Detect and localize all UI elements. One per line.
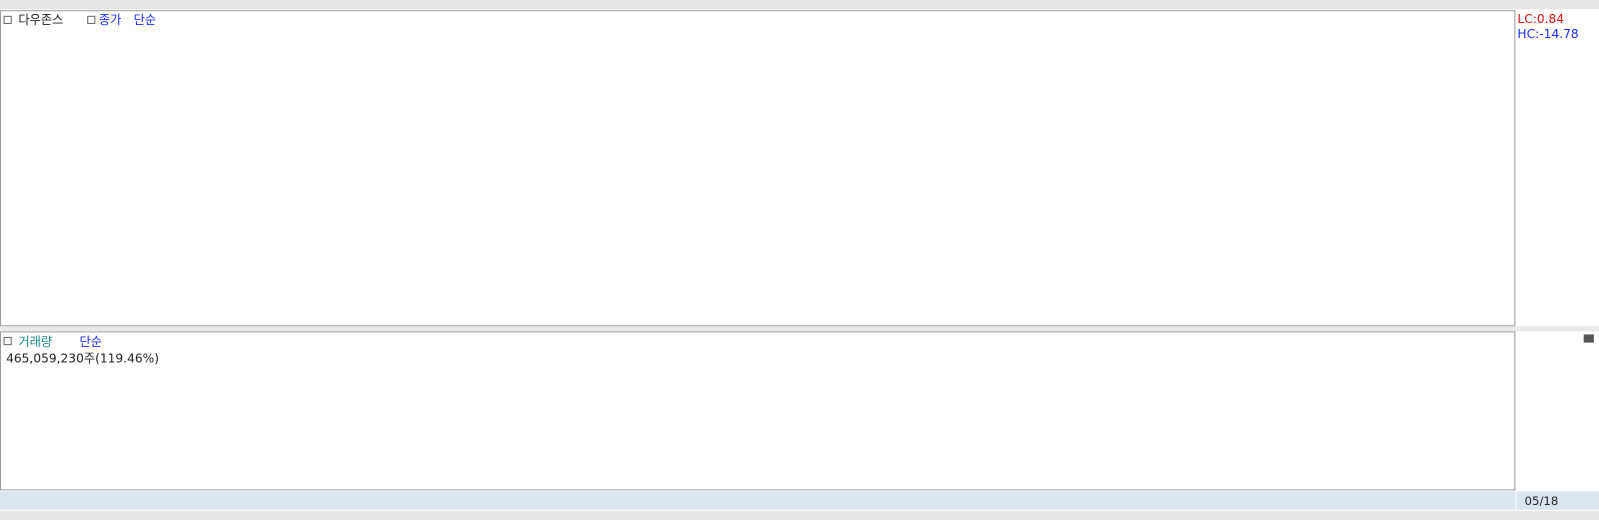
volume-title: 거래량 [18, 335, 52, 349]
volume-panel-border [0, 331, 1516, 491]
last-date: 05/18 [1525, 494, 1559, 508]
panel-button[interactable] [1583, 334, 1594, 343]
date-bar-right [1516, 491, 1599, 510]
lc-label: LC:0.84 [1517, 12, 1564, 26]
price-panel-border [0, 10, 1516, 327]
volume-ma-type: 단순 [80, 335, 102, 349]
hc-label: HC:-14.78 [1517, 27, 1578, 41]
ma-type: 단순 [134, 13, 156, 27]
date-bar [0, 491, 1516, 510]
volume-info: 465,059,230주(119.46%) [6, 351, 159, 365]
labels: 다우존스 종가 단순 LC:0.84 HC:-14.78 거래량 단순 465,… [6, 12, 1579, 508]
price-label: 종가 [99, 13, 121, 27]
legend-icon [3, 15, 12, 24]
top-strip [0, 0, 1599, 10]
legend-icon [87, 15, 96, 24]
scrollbar [0, 510, 1599, 520]
legend-icon [3, 336, 12, 346]
panel-divider [0, 326, 1599, 332]
chart-title: 다우존스 [18, 13, 63, 27]
